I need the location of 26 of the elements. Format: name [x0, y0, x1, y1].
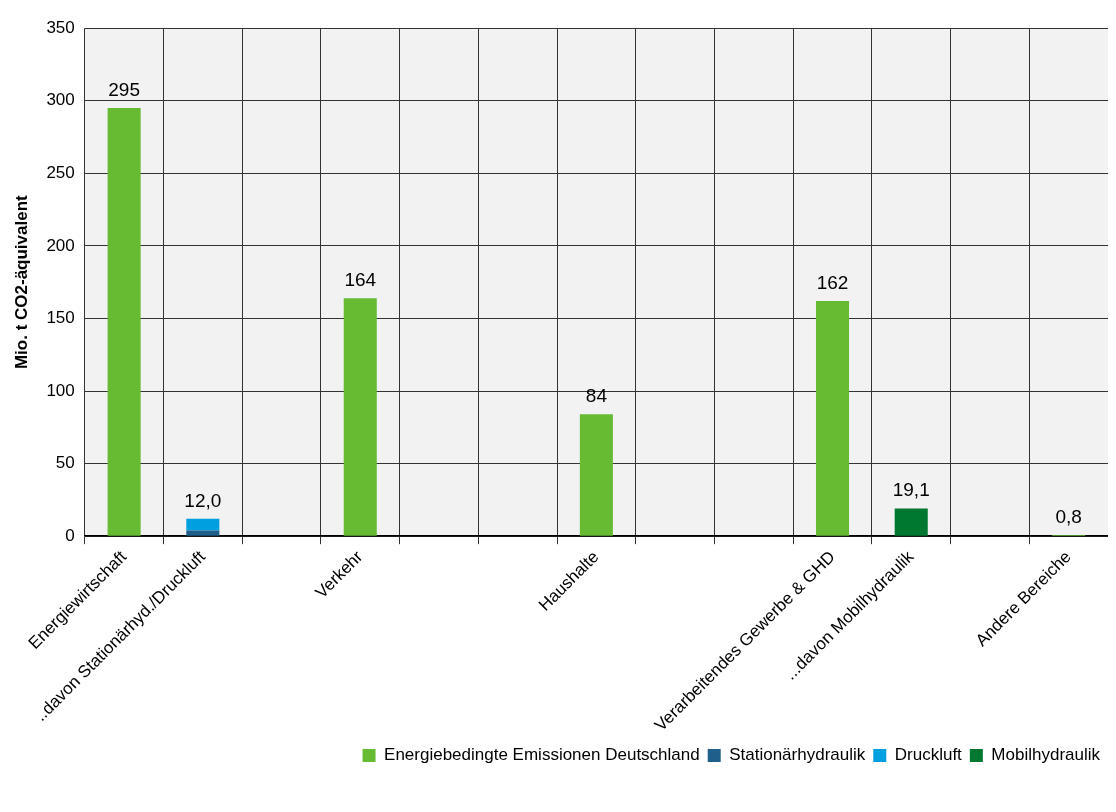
bar — [343, 298, 377, 536]
bar — [186, 530, 220, 536]
y-tick-label: 100 — [46, 380, 75, 400]
bar — [815, 301, 850, 536]
bar — [107, 108, 141, 536]
y-tick-label: 200 — [46, 235, 75, 255]
y-tick-label: 50 — [55, 453, 75, 473]
y-tick-label: 0 — [65, 525, 75, 545]
y-tick-label: 350 — [46, 17, 75, 37]
bar — [579, 414, 613, 536]
y-tick-label: 300 — [46, 90, 75, 110]
data-label: 162 — [816, 271, 849, 293]
legend-label: Energiebedingte Emissionen Deutschland — [384, 745, 700, 765]
total-label: 12,0 — [184, 489, 222, 511]
data-label: 0,8 — [1055, 505, 1082, 527]
bar — [186, 518, 220, 531]
legend-label: Druckluft — [894, 745, 963, 765]
y-tick-label: 150 — [46, 308, 75, 328]
y-axis-title: Mio. t CO2-äquivalent — [11, 194, 31, 370]
legend-label: Stationärhydraulik — [729, 745, 866, 765]
data-label: 295 — [108, 78, 140, 100]
data-label: 19,1 — [892, 479, 930, 501]
bar — [894, 508, 928, 536]
legend-label: Mobilhydraulik — [991, 745, 1101, 765]
y-tick-label: 250 — [46, 163, 75, 183]
data-label: 164 — [344, 268, 377, 290]
